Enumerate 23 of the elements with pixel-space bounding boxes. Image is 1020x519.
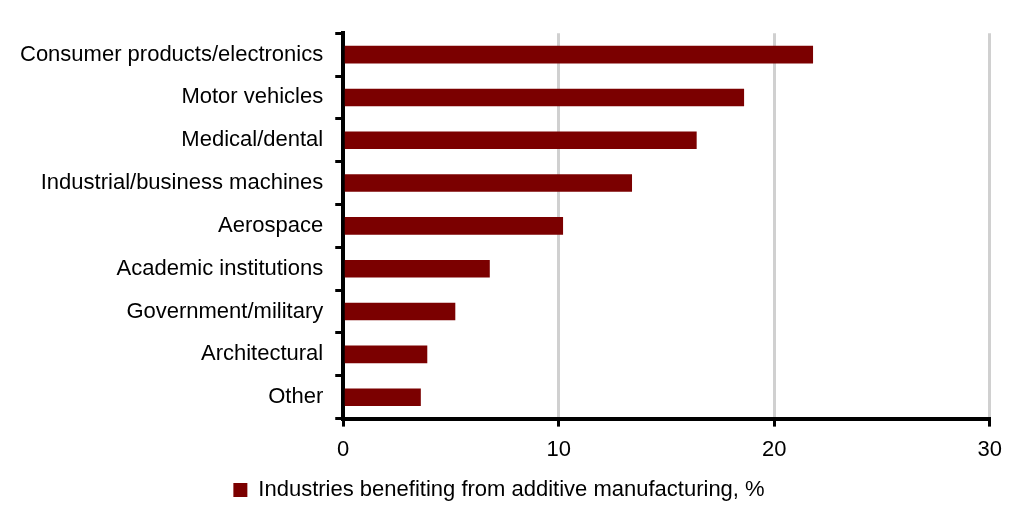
y-tick-label: Motor vehicles [181, 83, 324, 109]
bar [344, 388, 421, 406]
bar [344, 88, 745, 107]
y-tick-label: Aerospace [218, 211, 324, 237]
y-tick-label: Government/military [126, 297, 324, 323]
y-tick-label: Architectural [200, 340, 324, 366]
y-tick-label: Other [268, 383, 324, 409]
bar [344, 131, 697, 150]
bar [344, 302, 456, 321]
y-tick-label: Consumer products/electronics [19, 40, 324, 66]
legend-label: Industries benefiting from additive manufacturing, % [258, 476, 765, 502]
x-tick-label: 20 [762, 435, 787, 461]
bar [344, 345, 428, 364]
y-tick-label: Academic institutions [116, 254, 324, 280]
y-tick-label: Industrial/business machines [40, 169, 324, 195]
x-tick-label: 30 [977, 435, 1003, 461]
bar [344, 174, 633, 192]
bar [344, 217, 564, 235]
x-tick-label: 10 [546, 435, 571, 461]
y-tick-label: Medical/dental [181, 126, 324, 152]
x-tick-label: 0 [337, 435, 350, 461]
bar [344, 45, 814, 64]
bar [344, 259, 490, 278]
